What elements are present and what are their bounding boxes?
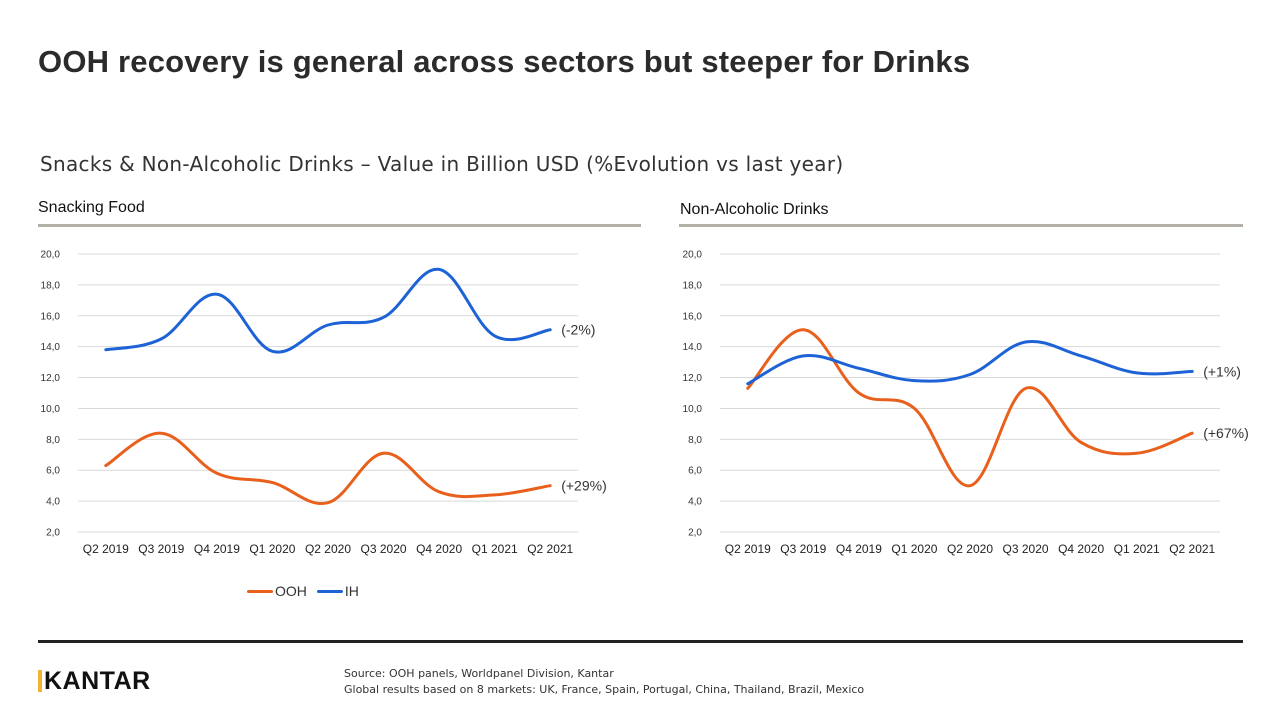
x-tick-label: Q4 2019 — [836, 542, 882, 556]
non-alcoholic-drinks-chart: 2,0 4,0 6,0 8,0 10,0 12,0 14,0 16,0 18,0 20,0 Q2 2… — [683, 250, 1249, 557]
y-tick-label: 2,0 — [688, 528, 702, 539]
x-tick-label: Q4 2020 — [1058, 542, 1104, 556]
y-tick-label: 4,0 — [46, 497, 60, 508]
chart-title-snacking-food: Snacking Food — [38, 199, 145, 216]
end-label-ooh: (+29%) — [561, 478, 607, 494]
x-tick-label: Q1 2020 — [891, 542, 937, 556]
series-line-ih — [104, 267, 552, 354]
source-line-2: Global results based on 8 markets: UK, F… — [344, 683, 865, 696]
x-tick-label: Q3 2020 — [361, 542, 407, 556]
legend-swatch-ih — [316, 589, 343, 593]
y-tick-label: 20,0 — [683, 250, 703, 261]
x-tick-label: Q2 2020 — [947, 542, 993, 556]
series-line-ih — [746, 339, 1194, 386]
y-tick-label: 14,0 — [41, 342, 61, 353]
x-tick-label: Q2 2021 — [527, 542, 573, 556]
chart-title-non-alcoholic-drinks: Non-Alcoholic Drinks — [680, 201, 829, 218]
x-tick-label: Q1 2021 — [472, 542, 518, 556]
y-tick-label: 4,0 — [688, 497, 702, 508]
y-tick-label: 6,0 — [688, 466, 702, 477]
y-tick-label: 2,0 — [46, 528, 60, 539]
x-tick-label: Q3 2019 — [138, 542, 184, 556]
y-tick-label: 20,0 — [41, 250, 61, 261]
logo-text: KANTAR — [44, 666, 151, 695]
y-tick-label: 10,0 — [683, 404, 703, 415]
x-tick-label: Q2 2020 — [305, 542, 351, 556]
x-tick-label: Q2 2021 — [1169, 542, 1215, 556]
y-tick-label: 18,0 — [683, 280, 703, 291]
x-tick-label: Q3 2020 — [1003, 542, 1049, 556]
logo-accent-bar — [38, 670, 42, 692]
end-label-ih: (-2%) — [561, 322, 595, 338]
y-tick-label: 12,0 — [41, 373, 61, 384]
x-tick-label: Q2 2019 — [725, 542, 771, 556]
legend-item-ih: IH — [316, 583, 359, 599]
x-tick-label: Q1 2020 — [249, 542, 295, 556]
source-note: Source: OOH panels, Worldpanel Division,… — [344, 666, 864, 698]
legend-item-ooh: OOH — [247, 583, 307, 599]
y-tick-label: 18,0 — [41, 280, 61, 291]
chart-title-rule-right — [679, 224, 1243, 227]
x-tick-label: Q4 2019 — [194, 542, 240, 556]
y-tick-label: 8,0 — [46, 435, 60, 446]
legend-label-ih: IH — [344, 583, 359, 599]
y-tick-label: 14,0 — [683, 342, 703, 353]
chart-subtitle: Snacks & Non-Alcoholic Drinks – Value in… — [40, 152, 844, 176]
chart-title-rule-left — [38, 224, 641, 227]
y-tick-label: 8,0 — [688, 435, 702, 446]
legend-swatch-ooh — [247, 589, 273, 593]
y-tick-label: 16,0 — [41, 311, 61, 322]
chart-legend: OOH IH — [247, 583, 369, 599]
y-tick-label: 10,0 — [41, 404, 61, 415]
end-label-ih: (+1%) — [1203, 363, 1241, 379]
x-tick-label: Q3 2019 — [780, 542, 826, 556]
series-line-ooh — [746, 328, 1194, 488]
y-tick-label: 16,0 — [683, 311, 703, 322]
series-line-ooh — [104, 431, 552, 506]
x-tick-label: Q2 2019 — [83, 542, 129, 556]
y-tick-label: 6,0 — [46, 466, 60, 477]
kantar-logo: KANTAR — [38, 667, 151, 695]
slide-title: OOH recovery is general across sectors b… — [38, 44, 971, 79]
end-label-ooh: (+67%) — [1203, 425, 1249, 441]
y-tick-label: 12,0 — [683, 373, 703, 384]
legend-label-ooh: OOH — [275, 583, 307, 599]
footer-rule — [38, 640, 1243, 643]
source-line-1: Source: OOH panels, Worldpanel Division,… — [344, 667, 614, 680]
x-tick-label: Q1 2021 — [1114, 542, 1160, 556]
x-tick-label: Q4 2020 — [416, 542, 462, 556]
snacking-food-chart: 2,0 4,0 6,0 8,0 10,0 12,0 14,0 16,0 18,0 20,0 Q2 2… — [41, 250, 607, 557]
